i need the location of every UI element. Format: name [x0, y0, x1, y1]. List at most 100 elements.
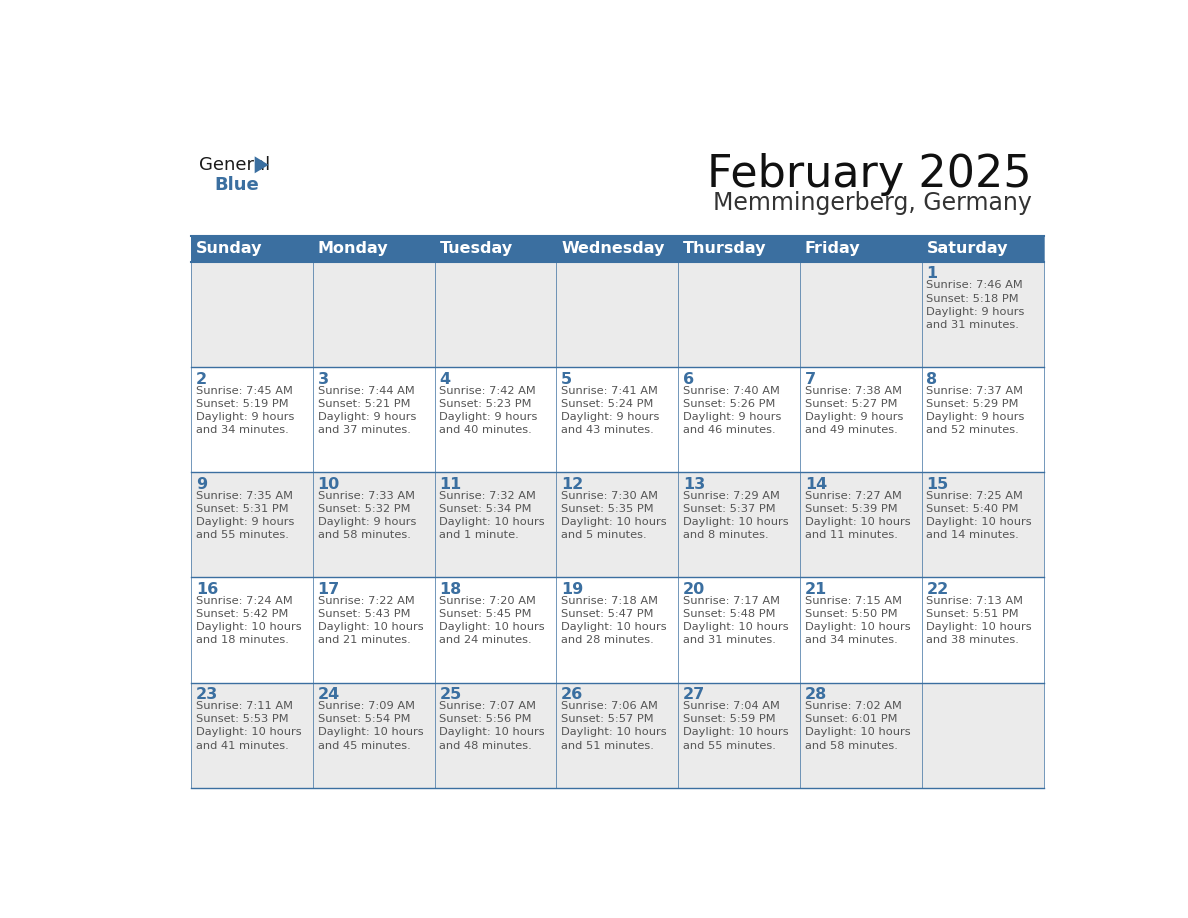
Text: 28: 28	[804, 688, 827, 702]
Text: Sunrise: 7:17 AM
Sunset: 5:48 PM
Daylight: 10 hours
and 31 minutes.: Sunrise: 7:17 AM Sunset: 5:48 PM Dayligh…	[683, 596, 789, 645]
Bar	[312, 262, 435, 367]
Text: Sunrise: 7:32 AM
Sunset: 5:34 PM
Daylight: 10 hours
and 1 minute.: Sunrise: 7:32 AM Sunset: 5:34 PM Dayligh…	[440, 491, 545, 541]
Text: Sunrise: 7:13 AM
Sunset: 5:51 PM
Daylight: 10 hours
and 38 minutes.: Sunrise: 7:13 AM Sunset: 5:51 PM Dayligh…	[927, 596, 1032, 645]
Text: 22: 22	[927, 582, 949, 597]
Text: 25: 25	[440, 688, 462, 702]
Bar	[800, 577, 922, 683]
Text: Wednesday: Wednesday	[562, 241, 665, 256]
Text: 24: 24	[317, 688, 340, 702]
Text: General: General	[198, 156, 270, 174]
Text: Sunrise: 7:15 AM
Sunset: 5:50 PM
Daylight: 10 hours
and 34 minutes.: Sunrise: 7:15 AM Sunset: 5:50 PM Dayligh…	[804, 596, 910, 645]
Bar	[435, 236, 556, 262]
Text: 20: 20	[683, 582, 706, 597]
Text: Sunrise: 7:33 AM
Sunset: 5:32 PM
Daylight: 9 hours
and 58 minutes.: Sunrise: 7:33 AM Sunset: 5:32 PM Dayligh…	[317, 491, 416, 541]
Bar	[312, 236, 435, 262]
Text: 3: 3	[317, 372, 329, 386]
Bar	[922, 472, 1043, 577]
Text: Sunrise: 7:18 AM
Sunset: 5:47 PM
Daylight: 10 hours
and 28 minutes.: Sunrise: 7:18 AM Sunset: 5:47 PM Dayligh…	[561, 596, 666, 645]
Text: Sunrise: 7:27 AM
Sunset: 5:39 PM
Daylight: 10 hours
and 11 minutes.: Sunrise: 7:27 AM Sunset: 5:39 PM Dayligh…	[804, 491, 910, 541]
Text: Sunrise: 7:25 AM
Sunset: 5:40 PM
Daylight: 10 hours
and 14 minutes.: Sunrise: 7:25 AM Sunset: 5:40 PM Dayligh…	[927, 491, 1032, 541]
Text: Memmingerberg, Germany: Memmingerberg, Germany	[713, 191, 1032, 215]
Text: Sunrise: 7:40 AM
Sunset: 5:26 PM
Daylight: 9 hours
and 46 minutes.: Sunrise: 7:40 AM Sunset: 5:26 PM Dayligh…	[683, 386, 782, 435]
Bar	[191, 577, 312, 683]
Polygon shape	[254, 156, 268, 174]
Text: Sunrise: 7:07 AM
Sunset: 5:56 PM
Daylight: 10 hours
and 48 minutes.: Sunrise: 7:07 AM Sunset: 5:56 PM Dayligh…	[440, 701, 545, 751]
Text: 16: 16	[196, 582, 219, 597]
Text: Sunrise: 7:22 AM
Sunset: 5:43 PM
Daylight: 10 hours
and 21 minutes.: Sunrise: 7:22 AM Sunset: 5:43 PM Dayligh…	[317, 596, 423, 645]
Text: 12: 12	[561, 476, 583, 492]
Text: Sunrise: 7:06 AM
Sunset: 5:57 PM
Daylight: 10 hours
and 51 minutes.: Sunrise: 7:06 AM Sunset: 5:57 PM Dayligh…	[561, 701, 666, 751]
Bar	[191, 262, 312, 367]
Text: Thursday: Thursday	[683, 241, 766, 256]
Bar	[800, 367, 922, 472]
Text: 6: 6	[683, 372, 694, 386]
Text: 11: 11	[440, 476, 462, 492]
Text: February 2025: February 2025	[707, 152, 1032, 196]
Text: Blue: Blue	[214, 175, 259, 194]
Text: Sunrise: 7:41 AM
Sunset: 5:24 PM
Daylight: 9 hours
and 43 minutes.: Sunrise: 7:41 AM Sunset: 5:24 PM Dayligh…	[561, 386, 659, 435]
Text: 14: 14	[804, 476, 827, 492]
Text: 15: 15	[927, 476, 949, 492]
Bar	[678, 367, 800, 472]
Bar	[435, 367, 556, 472]
Bar	[435, 577, 556, 683]
Bar	[191, 236, 312, 262]
Text: Sunrise: 7:04 AM
Sunset: 5:59 PM
Daylight: 10 hours
and 55 minutes.: Sunrise: 7:04 AM Sunset: 5:59 PM Dayligh…	[683, 701, 789, 751]
Bar	[556, 683, 678, 788]
Bar	[435, 262, 556, 367]
Text: Sunrise: 7:37 AM
Sunset: 5:29 PM
Daylight: 9 hours
and 52 minutes.: Sunrise: 7:37 AM Sunset: 5:29 PM Dayligh…	[927, 386, 1025, 435]
Text: 23: 23	[196, 688, 219, 702]
Text: Sunrise: 7:30 AM
Sunset: 5:35 PM
Daylight: 10 hours
and 5 minutes.: Sunrise: 7:30 AM Sunset: 5:35 PM Dayligh…	[561, 491, 666, 541]
Bar	[191, 683, 312, 788]
Text: 5: 5	[561, 372, 573, 386]
Bar	[800, 472, 922, 577]
Bar	[678, 262, 800, 367]
Bar	[435, 683, 556, 788]
Bar	[312, 577, 435, 683]
Bar	[678, 683, 800, 788]
Text: Sunrise: 7:11 AM
Sunset: 5:53 PM
Daylight: 10 hours
and 41 minutes.: Sunrise: 7:11 AM Sunset: 5:53 PM Dayligh…	[196, 701, 302, 751]
Text: 10: 10	[317, 476, 340, 492]
Bar	[191, 472, 312, 577]
Text: 9: 9	[196, 476, 207, 492]
Text: Sunday: Sunday	[196, 241, 263, 256]
Text: Sunrise: 7:24 AM
Sunset: 5:42 PM
Daylight: 10 hours
and 18 minutes.: Sunrise: 7:24 AM Sunset: 5:42 PM Dayligh…	[196, 596, 302, 645]
Bar	[800, 236, 922, 262]
Text: 18: 18	[440, 582, 462, 597]
Text: Sunrise: 7:35 AM
Sunset: 5:31 PM
Daylight: 9 hours
and 55 minutes.: Sunrise: 7:35 AM Sunset: 5:31 PM Dayligh…	[196, 491, 295, 541]
Text: 1: 1	[927, 266, 937, 282]
Bar	[678, 577, 800, 683]
Bar	[922, 236, 1043, 262]
Text: 13: 13	[683, 476, 706, 492]
Text: 8: 8	[927, 372, 937, 386]
Bar	[312, 367, 435, 472]
Text: Sunrise: 7:20 AM
Sunset: 5:45 PM
Daylight: 10 hours
and 24 minutes.: Sunrise: 7:20 AM Sunset: 5:45 PM Dayligh…	[440, 596, 545, 645]
Bar	[435, 472, 556, 577]
Bar	[191, 367, 312, 472]
Text: Saturday: Saturday	[927, 241, 1009, 256]
Bar	[556, 472, 678, 577]
Text: Sunrise: 7:09 AM
Sunset: 5:54 PM
Daylight: 10 hours
and 45 minutes.: Sunrise: 7:09 AM Sunset: 5:54 PM Dayligh…	[317, 701, 423, 751]
Text: 27: 27	[683, 688, 706, 702]
Bar	[556, 367, 678, 472]
Text: Sunrise: 7:02 AM
Sunset: 6:01 PM
Daylight: 10 hours
and 58 minutes.: Sunrise: 7:02 AM Sunset: 6:01 PM Dayligh…	[804, 701, 910, 751]
Text: 17: 17	[317, 582, 340, 597]
Text: 19: 19	[561, 582, 583, 597]
Bar	[922, 262, 1043, 367]
Text: Friday: Friday	[805, 241, 860, 256]
Text: Sunrise: 7:42 AM
Sunset: 5:23 PM
Daylight: 9 hours
and 40 minutes.: Sunrise: 7:42 AM Sunset: 5:23 PM Dayligh…	[440, 386, 538, 435]
Text: 2: 2	[196, 372, 207, 386]
Text: 26: 26	[561, 688, 583, 702]
Text: Sunrise: 7:45 AM
Sunset: 5:19 PM
Daylight: 9 hours
and 34 minutes.: Sunrise: 7:45 AM Sunset: 5:19 PM Dayligh…	[196, 386, 295, 435]
Text: 21: 21	[804, 582, 827, 597]
Bar	[800, 262, 922, 367]
Text: Sunrise: 7:44 AM
Sunset: 5:21 PM
Daylight: 9 hours
and 37 minutes.: Sunrise: 7:44 AM Sunset: 5:21 PM Dayligh…	[317, 386, 416, 435]
Bar	[678, 236, 800, 262]
Text: Sunrise: 7:29 AM
Sunset: 5:37 PM
Daylight: 10 hours
and 8 minutes.: Sunrise: 7:29 AM Sunset: 5:37 PM Dayligh…	[683, 491, 789, 541]
Text: Sunrise: 7:38 AM
Sunset: 5:27 PM
Daylight: 9 hours
and 49 minutes.: Sunrise: 7:38 AM Sunset: 5:27 PM Dayligh…	[804, 386, 903, 435]
Bar	[922, 683, 1043, 788]
Bar	[922, 367, 1043, 472]
Bar	[678, 472, 800, 577]
Bar	[556, 262, 678, 367]
Text: Monday: Monday	[317, 241, 388, 256]
